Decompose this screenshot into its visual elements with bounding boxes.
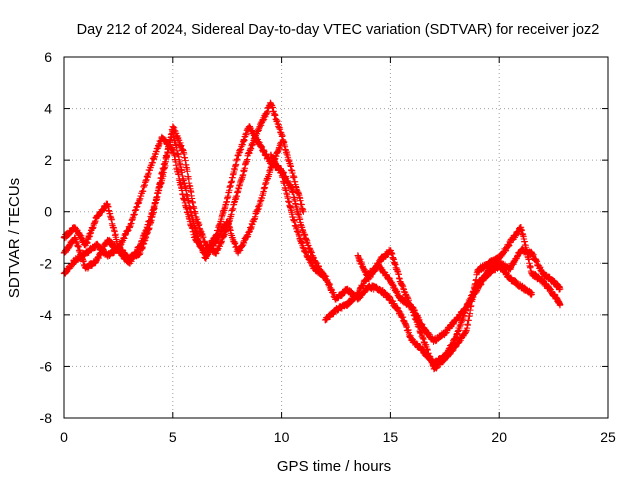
data-points — [60, 99, 564, 373]
y-tick-label: -8 — [40, 410, 53, 426]
data-point — [300, 208, 307, 215]
data-point — [184, 168, 191, 175]
y-tick-label: -2 — [40, 255, 53, 271]
data-point — [556, 301, 564, 308]
y-tick-label: 2 — [44, 152, 52, 168]
y-tick-label: -4 — [40, 307, 53, 323]
data-point — [556, 285, 564, 293]
x-tick-label: 15 — [383, 429, 399, 445]
x-tick-label: 20 — [491, 429, 507, 445]
grid-lines — [64, 57, 608, 418]
data-point — [150, 209, 157, 216]
x-tick-label: 5 — [169, 429, 177, 445]
y-tick-label: 0 — [44, 204, 52, 220]
series-3 — [60, 128, 285, 263]
chart-title: Day 212 of 2024, Sidereal Day-to-day VTE… — [77, 22, 600, 38]
y-axis-label: SDTVAR / TECUs — [6, 178, 23, 298]
data-point — [278, 138, 285, 146]
x-tick-label: 25 — [600, 429, 616, 445]
y-tick-label: -6 — [40, 358, 53, 374]
y-tick-label: 4 — [44, 101, 52, 117]
x-axis-label: GPS time / hours — [277, 458, 391, 475]
data-point — [528, 291, 535, 298]
axis-ticks: 0 5 10 15 20 25 -8 -6 -4 -2 0 2 4 6 — [40, 49, 616, 445]
y-tick-label: 6 — [44, 49, 52, 65]
series-6 — [354, 224, 564, 373]
x-tick-label: 0 — [60, 429, 68, 445]
plot-frame — [63, 56, 609, 419]
x-tick-label: 10 — [274, 429, 290, 445]
